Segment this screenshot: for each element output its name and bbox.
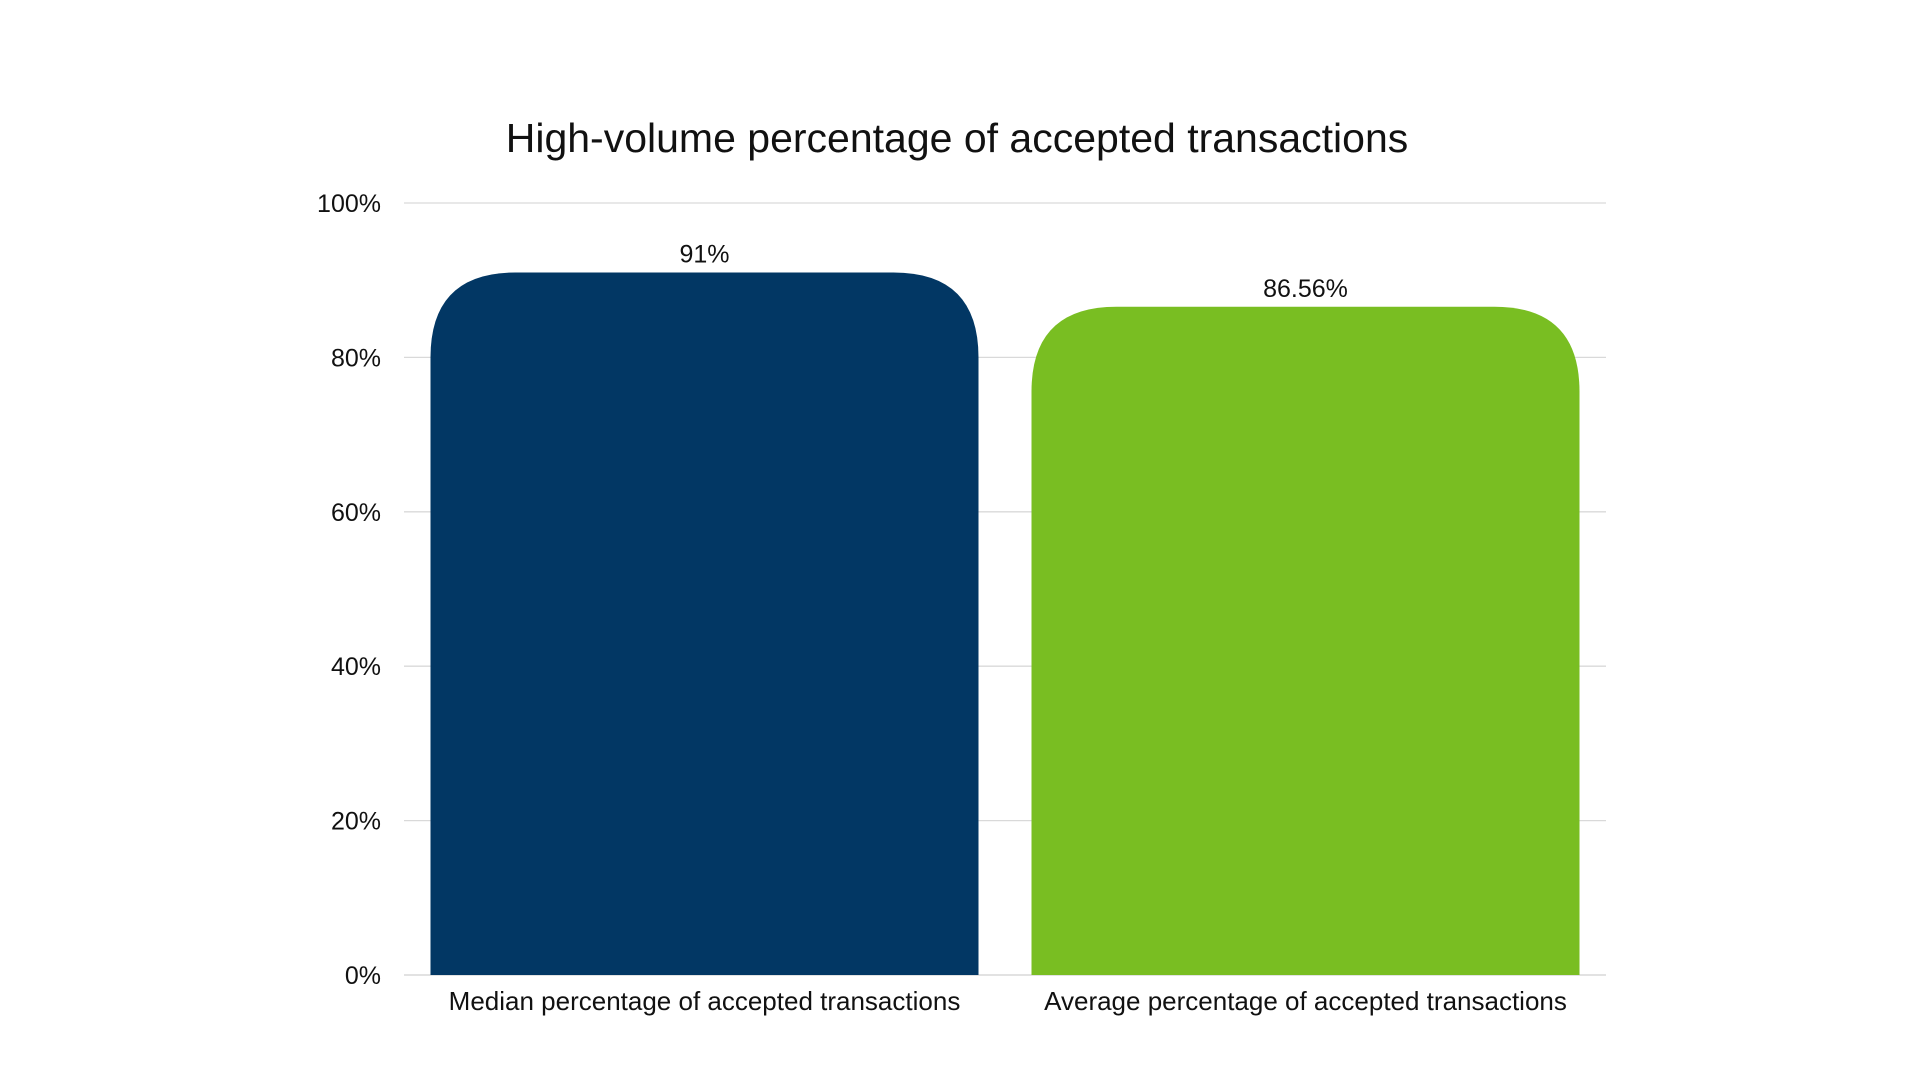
y-tick-label: 20% [331,808,381,836]
y-tick-label: 80% [331,344,381,372]
y-tick-label: 40% [331,653,381,681]
y-tick-label: 0% [345,962,381,990]
bars [430,272,1580,976]
y-tick-label: 100% [317,190,381,218]
category-label: Average percentage of accepted transacti… [1044,986,1567,1016]
bar-average [1031,306,1580,975]
data-label: 91% [679,240,729,268]
bar-median [430,272,979,976]
chart-title: High-volume percentage of accepted trans… [506,115,1409,161]
data-label: 86.56% [1263,275,1348,303]
data-labels: 91% 86.56% [679,240,1347,302]
x-axis-category-labels: Median percentage of accepted transactio… [449,986,1567,1016]
y-tick-label: 60% [331,499,381,527]
y-axis-tick-labels: 0% 20% 40% 60% 80% 100% [317,190,381,990]
category-label: Median percentage of accepted transactio… [449,986,961,1016]
